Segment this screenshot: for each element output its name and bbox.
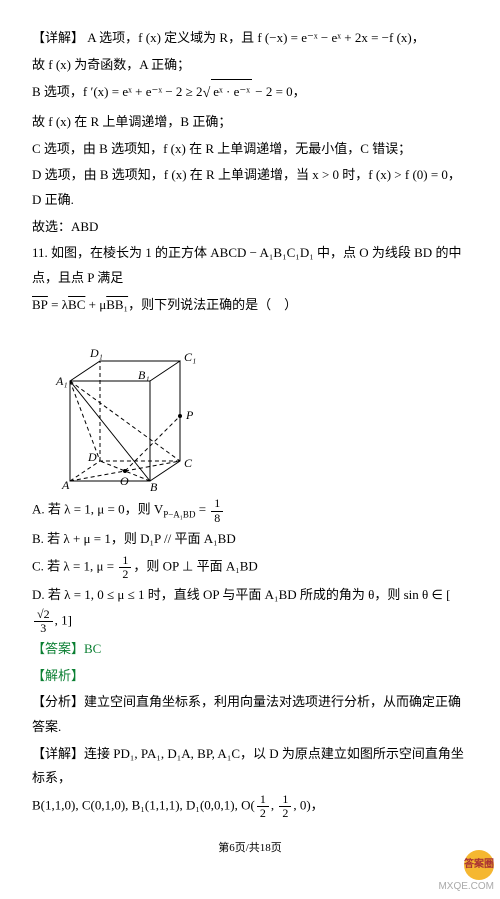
analysis-label: 【解析】 (32, 664, 468, 689)
p3: 故 f (x) 在 R 上单调递增，B 正确； (32, 110, 468, 135)
label-A: A (61, 478, 70, 491)
vec-BP: BP (32, 293, 48, 318)
fx-line: 【分析】建立空间直角坐标系，利用向量法对选项进行分析，从而确定正确答案. (32, 690, 468, 739)
p4: C 选项，由 B 选项知，f (x) 在 R 上单调递增，无最小值，C 错误； (32, 137, 468, 162)
option-C: C. 若 λ = 1, μ = 12，则 OP ⊥ 平面 A₁BD (32, 554, 468, 581)
p6: 故选：ABD (32, 215, 468, 240)
text: A 选项，f (x) 定义域为 R，且 f (−x) = e⁻ˣ − eˣ + … (87, 30, 424, 45)
label-B: B (150, 480, 158, 491)
sqrt-content: eˣ · e⁻ˣ (211, 79, 252, 105)
det-text: 连接 PD₁, PA₁, D₁A, BP, A₁C，以 D 为原点建立如图所示空… (32, 746, 464, 786)
watermark: 答案圈 MXQE.COM (438, 850, 494, 893)
label-O: O (120, 474, 129, 488)
det-label: 【详解】 (32, 746, 84, 761)
frac-half-1: 12 (257, 793, 269, 820)
label-D: D (87, 450, 97, 464)
frac-1-8: 18 (211, 497, 223, 524)
q11-stem-1: 11. 如图，在棱长为 1 的正方体 ABCD − A₁B₁C₁D₁ 中，点 O… (32, 241, 468, 290)
label-A1: A₁ (55, 374, 68, 388)
vec-BC: BC (68, 293, 85, 318)
vec-BB1: BB₁ (106, 293, 128, 318)
tag-detail: 【详解】 (32, 30, 84, 45)
frac-1-2: 12 (119, 554, 131, 581)
frac-sqrt2-3: √23 (34, 608, 53, 635)
label-C1: C₁ (184, 350, 196, 364)
page-footer: 第6页/共18页 (32, 838, 468, 859)
watermark-text: MXQE.COM (438, 881, 494, 892)
option-D: D. 若 λ = 1, 0 ≤ μ ≤ 1 时，直线 OP 与平面 A₁BD 所… (32, 583, 468, 635)
fx-label: 【分析】 (32, 694, 84, 709)
answer-label: 【答案】 (32, 641, 84, 656)
p1: 故 f (x) 为奇函数，A 正确； (32, 53, 468, 78)
label-B1: B₁ (138, 368, 150, 382)
p2: B 选项，f ′(x) = eˣ + e⁻ˣ − 2 ≥ 2√eˣ · e⁻ˣ … (32, 79, 468, 108)
fx-text: 建立空间直角坐标系，利用向量法对选项进行分析，从而确定正确答案. (32, 694, 461, 734)
label-P: P (185, 408, 194, 422)
watermark-badge: 答案圈 (464, 850, 494, 880)
label-C: C (184, 456, 193, 470)
coords-line: B(1,1,0), C(0,1,0), B₁(1,1,1), D₁(0,0,1)… (32, 793, 468, 820)
q11-stem-2: BP = λBC + μBB₁，则下列说法正确的是（ ） (32, 293, 468, 318)
label-D1: D₁ (89, 346, 103, 360)
option-A: A. 若 λ = 1, μ = 0，则 VP−A₁BD = 18 (32, 497, 468, 524)
option-B: B. 若 λ + μ = 1，则 D₁P // 平面 A₁BD (32, 527, 468, 552)
frac-half-2: 12 (279, 793, 291, 820)
detail-A: 【详解】 A 选项，f (x) 定义域为 R，且 f (−x) = e⁻ˣ − … (32, 26, 468, 51)
answer-line: 【答案】BC (32, 637, 468, 662)
p5: D 选项，由 B 选项知，f (x) 在 R 上单调递增，当 x > 0 时，f… (32, 163, 468, 212)
answer-value: BC (84, 641, 101, 656)
cube-figure: A₁ B₁ C₁ D₁ A B C D O P (50, 321, 220, 491)
det-line: 【详解】连接 PD₁, PA₁, D₁A, BP, A₁C，以 D 为原点建立如… (32, 742, 468, 791)
radical-icon: √ (203, 86, 211, 101)
